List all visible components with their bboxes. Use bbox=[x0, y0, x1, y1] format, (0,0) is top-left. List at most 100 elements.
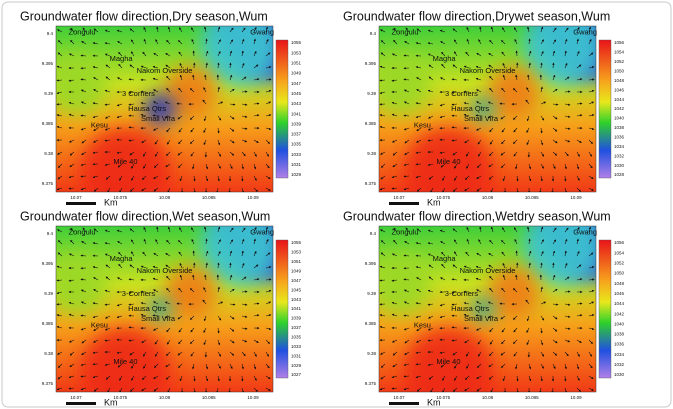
colorbar-label: 1033 bbox=[291, 344, 302, 349]
place-label: Magha bbox=[110, 54, 134, 63]
place-label: Nakom Overside bbox=[137, 266, 193, 275]
x-tick-label: 10.09 bbox=[247, 195, 259, 200]
scale-label: Km bbox=[427, 397, 441, 407]
place-label: Kesu bbox=[414, 321, 431, 330]
place-label: Hausa Qtrs bbox=[128, 304, 166, 313]
place-label: Nakom Overside bbox=[460, 66, 516, 75]
y-tick-label: 9.385 bbox=[365, 121, 377, 126]
colorbar-label: 1043 bbox=[291, 101, 302, 106]
colorbar-label: 1054 bbox=[614, 50, 625, 55]
colorbar-label: 1030 bbox=[614, 163, 625, 168]
x-tick-label: 10.085 bbox=[525, 395, 539, 400]
place-label: Zongulu bbox=[68, 28, 95, 37]
place-label: Gwang bbox=[250, 28, 274, 37]
colorbar-label: 1042 bbox=[614, 106, 625, 111]
place-label: Zongulu bbox=[391, 228, 418, 237]
colorbar-label: 1048 bbox=[614, 281, 625, 286]
place-label: 3-Corners bbox=[445, 289, 479, 298]
y-tick-label: 9.395 bbox=[365, 61, 377, 66]
place-label: Nakom Overside bbox=[137, 66, 193, 75]
y-tick-label: 9.375 bbox=[42, 381, 54, 386]
colorbar-label: 1032 bbox=[614, 362, 625, 367]
colorbar-label: 1031 bbox=[291, 162, 302, 167]
panel-title: Groundwater flow direction,Drywet season… bbox=[343, 9, 610, 23]
y-tick-label: 9.38 bbox=[367, 151, 376, 156]
x-tick-label: 10.09 bbox=[570, 195, 582, 200]
place-label: Small Vira bbox=[464, 114, 499, 123]
y-tick-label: 9.38 bbox=[44, 151, 53, 156]
place-label: Mile 40 bbox=[113, 157, 137, 166]
colorbar-label: 1042 bbox=[614, 311, 625, 316]
colorbar-label: 1036 bbox=[614, 342, 625, 347]
colorbar-label: 1029 bbox=[291, 363, 302, 368]
colorbar-label: 1036 bbox=[614, 134, 625, 139]
place-label: Zongulu bbox=[68, 228, 95, 237]
y-tick-label: 9.385 bbox=[365, 321, 377, 326]
colorbar-label: 1052 bbox=[614, 59, 625, 64]
colorbar-label: 1037 bbox=[291, 132, 302, 137]
place-label: Small Vira bbox=[464, 314, 499, 323]
place-label: Zongulu bbox=[391, 28, 418, 37]
colorbar-label: 1051 bbox=[291, 259, 302, 264]
y-tick-label: 9.385 bbox=[42, 121, 54, 126]
x-tick-label: 10.08 bbox=[159, 195, 171, 200]
x-tick-label: 10.08 bbox=[482, 395, 494, 400]
x-tick-label: 10.09 bbox=[247, 395, 259, 400]
panel-title: Groundwater flow direction,Dry season,Wu… bbox=[20, 9, 268, 23]
colorbar-label: 1050 bbox=[614, 68, 625, 73]
colorbar-label: 1040 bbox=[614, 116, 625, 121]
x-tick-label: 10.09 bbox=[570, 395, 582, 400]
scale-label: Km bbox=[104, 397, 118, 407]
colorbar-label: 1035 bbox=[291, 334, 302, 339]
place-label: Nakom Overside bbox=[460, 266, 516, 275]
y-tick-label: 9.4 bbox=[47, 231, 54, 236]
scale-bar bbox=[389, 202, 419, 205]
x-tick-label: 10.07 bbox=[393, 395, 405, 400]
colorbar-label: 1050 bbox=[614, 271, 625, 276]
heat-blob bbox=[371, 254, 431, 314]
colorbar-label: 1051 bbox=[291, 60, 302, 65]
scale-label: Km bbox=[427, 197, 441, 207]
colorbar bbox=[276, 240, 288, 378]
colorbar-label: 1038 bbox=[614, 125, 625, 130]
colorbar-label: 1049 bbox=[291, 71, 302, 76]
colorbar-label: 1035 bbox=[291, 142, 302, 147]
y-tick-label: 9.39 bbox=[44, 91, 53, 96]
place-label: Kesu bbox=[91, 121, 108, 130]
colorbar-label: 1054 bbox=[614, 250, 625, 255]
colorbar-label: 1034 bbox=[614, 352, 625, 357]
y-tick-label: 9.39 bbox=[44, 291, 53, 296]
place-label: Hausa Qtrs bbox=[451, 304, 489, 313]
colorbar-label: 1029 bbox=[291, 172, 302, 177]
colorbar-label: 1055 bbox=[291, 40, 302, 45]
colorbar-label: 1053 bbox=[291, 250, 302, 255]
place-label: Magha bbox=[433, 254, 457, 263]
colorbar-label: 1049 bbox=[291, 268, 302, 273]
y-tick-label: 9.375 bbox=[42, 181, 54, 186]
y-tick-label: 9.39 bbox=[367, 91, 376, 96]
colorbar-label: 1047 bbox=[291, 278, 302, 283]
place-label: Magha bbox=[110, 254, 134, 263]
colorbar-label: 1040 bbox=[614, 321, 625, 326]
place-label: 3-Corners bbox=[122, 289, 156, 298]
colorbar-label: 1053 bbox=[291, 50, 302, 55]
heat-blob bbox=[371, 54, 431, 114]
y-tick-label: 9.4 bbox=[370, 231, 377, 236]
y-tick-label: 9.38 bbox=[44, 351, 53, 356]
colorbar-label: 1056 bbox=[614, 240, 625, 245]
y-tick-label: 9.395 bbox=[42, 261, 54, 266]
x-tick-label: 10.085 bbox=[525, 195, 539, 200]
colorbar-label: 1041 bbox=[291, 111, 302, 116]
colorbar-label: 1028 bbox=[614, 172, 625, 177]
heat-blob bbox=[48, 54, 108, 114]
colorbar-label: 1038 bbox=[614, 332, 625, 337]
colorbar bbox=[599, 40, 611, 178]
y-tick-label: 9.4 bbox=[47, 31, 54, 36]
panel-title: Groundwater flow direction,Wet season,Wu… bbox=[20, 209, 270, 223]
colorbar-label: 1045 bbox=[291, 91, 302, 96]
y-tick-label: 9.375 bbox=[365, 381, 377, 386]
colorbar-label: 1041 bbox=[291, 306, 302, 311]
x-tick-label: 10.07 bbox=[70, 195, 82, 200]
colorbar-label: 1030 bbox=[614, 372, 625, 377]
colorbar-label: 1056 bbox=[614, 40, 625, 45]
